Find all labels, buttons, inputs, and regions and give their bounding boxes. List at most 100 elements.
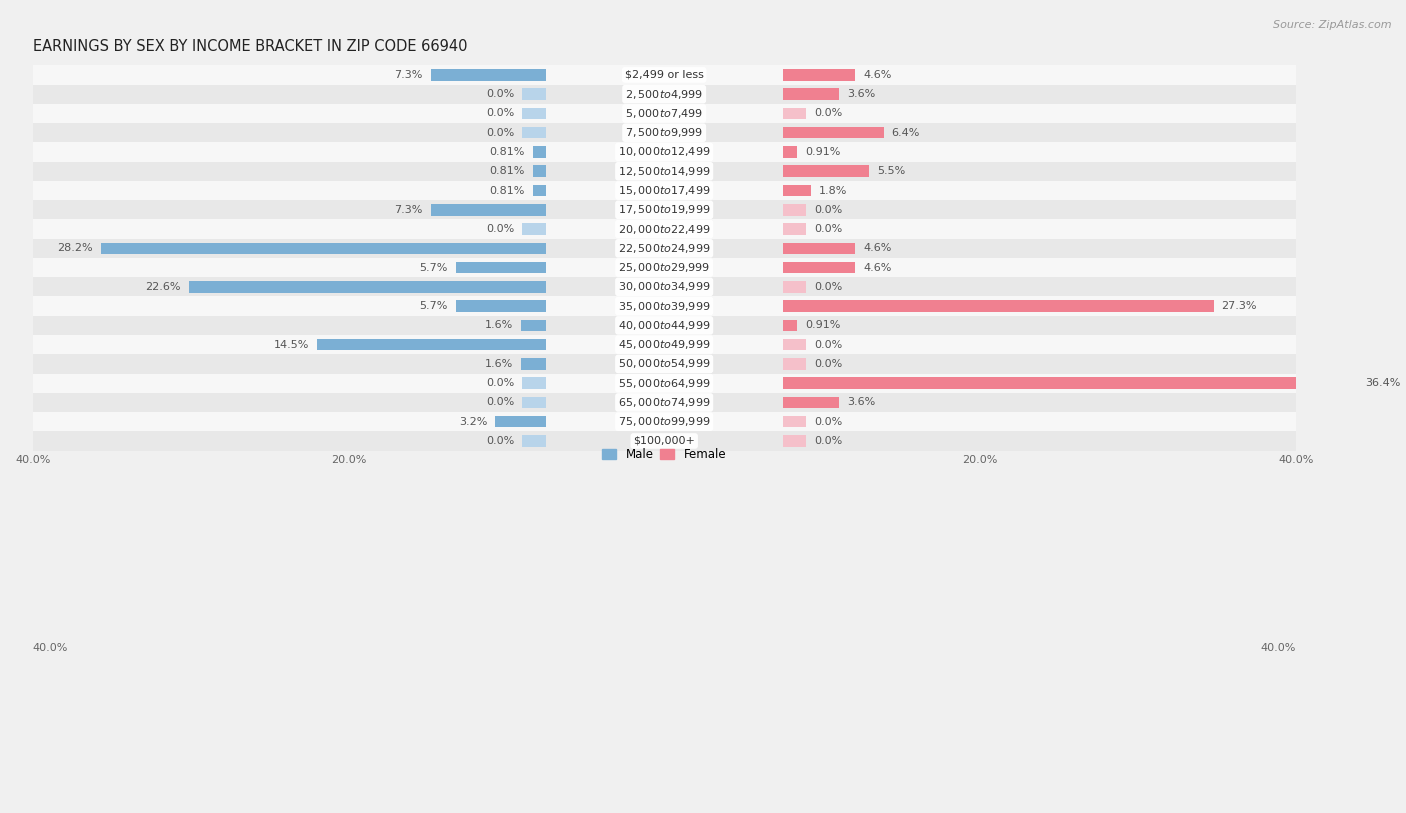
Text: 5.7%: 5.7%	[419, 301, 449, 311]
Bar	[430, 204, 546, 215]
Text: 0.81%: 0.81%	[489, 166, 524, 176]
Bar	[522, 435, 546, 447]
Text: 28.2%: 28.2%	[58, 243, 93, 254]
Bar	[32, 180, 1296, 200]
Text: 0.0%: 0.0%	[486, 89, 515, 99]
Text: $55,000 to $64,999: $55,000 to $64,999	[619, 376, 710, 389]
Text: $25,000 to $29,999: $25,000 to $29,999	[619, 261, 710, 274]
Text: $7,500 to $9,999: $7,500 to $9,999	[626, 126, 703, 139]
Text: $35,000 to $39,999: $35,000 to $39,999	[619, 300, 710, 313]
Bar	[783, 204, 806, 215]
Text: 40.0%: 40.0%	[32, 643, 67, 654]
Bar	[522, 107, 546, 120]
Bar	[32, 220, 1296, 239]
Text: 0.0%: 0.0%	[814, 340, 842, 350]
Bar	[32, 104, 1296, 123]
Text: 3.6%: 3.6%	[848, 398, 876, 407]
Text: 36.4%: 36.4%	[1365, 378, 1400, 388]
Bar	[783, 435, 806, 447]
Text: 0.0%: 0.0%	[486, 378, 515, 388]
Bar	[32, 373, 1296, 393]
Text: 0.0%: 0.0%	[814, 359, 842, 369]
Bar	[522, 397, 546, 408]
Bar	[783, 281, 806, 293]
Bar	[783, 146, 797, 158]
Bar	[783, 416, 806, 428]
Text: $30,000 to $34,999: $30,000 to $34,999	[619, 280, 710, 293]
Bar	[32, 123, 1296, 142]
Text: $40,000 to $44,999: $40,000 to $44,999	[619, 319, 710, 332]
Bar	[783, 262, 855, 273]
Bar	[533, 166, 546, 177]
Text: 1.8%: 1.8%	[818, 185, 848, 195]
Bar	[783, 185, 811, 196]
Bar	[783, 339, 806, 350]
Text: 27.3%: 27.3%	[1222, 301, 1257, 311]
Bar	[783, 224, 806, 235]
Text: EARNINGS BY SEX BY INCOME BRACKET IN ZIP CODE 66940: EARNINGS BY SEX BY INCOME BRACKET IN ZIP…	[32, 39, 467, 54]
Text: 5.7%: 5.7%	[419, 263, 449, 272]
Text: 0.81%: 0.81%	[489, 185, 524, 195]
Text: 0.0%: 0.0%	[814, 282, 842, 292]
Bar	[188, 281, 546, 293]
Bar	[783, 320, 797, 331]
Text: 0.91%: 0.91%	[804, 147, 841, 157]
Bar	[32, 85, 1296, 104]
Text: 0.0%: 0.0%	[814, 224, 842, 234]
Text: 0.81%: 0.81%	[489, 147, 524, 157]
Text: 0.0%: 0.0%	[486, 436, 515, 446]
Bar	[783, 127, 883, 138]
Text: 3.2%: 3.2%	[458, 417, 488, 427]
Text: 14.5%: 14.5%	[274, 340, 309, 350]
Bar	[783, 89, 839, 100]
Text: 0.0%: 0.0%	[486, 398, 515, 407]
Bar	[783, 107, 806, 120]
Text: $2,499 or less: $2,499 or less	[624, 70, 703, 80]
Text: 0.0%: 0.0%	[814, 205, 842, 215]
Text: $45,000 to $49,999: $45,000 to $49,999	[619, 338, 710, 351]
Text: 4.6%: 4.6%	[863, 70, 891, 80]
Bar	[783, 242, 855, 254]
Text: 40.0%: 40.0%	[1260, 643, 1296, 654]
Bar	[32, 297, 1296, 315]
Text: $12,500 to $14,999: $12,500 to $14,999	[619, 165, 710, 178]
Bar	[533, 146, 546, 158]
Bar	[32, 142, 1296, 162]
Text: Source: ZipAtlas.com: Source: ZipAtlas.com	[1274, 20, 1392, 30]
Bar	[522, 127, 546, 138]
Text: 0.91%: 0.91%	[804, 320, 841, 330]
Bar	[32, 200, 1296, 220]
Text: 0.0%: 0.0%	[486, 224, 515, 234]
Text: 22.6%: 22.6%	[146, 282, 181, 292]
Bar	[32, 65, 1296, 85]
Bar	[101, 242, 546, 254]
Bar	[783, 300, 1213, 312]
Bar	[533, 185, 546, 196]
Text: 1.6%: 1.6%	[485, 359, 513, 369]
Text: 4.6%: 4.6%	[863, 263, 891, 272]
Text: $5,000 to $7,499: $5,000 to $7,499	[626, 107, 703, 120]
Bar	[522, 224, 546, 235]
Bar	[32, 277, 1296, 297]
Text: 6.4%: 6.4%	[891, 128, 920, 137]
Text: 3.6%: 3.6%	[848, 89, 876, 99]
Bar	[316, 339, 546, 350]
Bar	[783, 377, 1357, 389]
Text: 0.0%: 0.0%	[814, 108, 842, 119]
Bar	[32, 354, 1296, 373]
Text: $100,000+: $100,000+	[633, 436, 695, 446]
Text: 7.3%: 7.3%	[394, 70, 423, 80]
Text: 4.6%: 4.6%	[863, 243, 891, 254]
Bar	[32, 239, 1296, 258]
Text: $15,000 to $17,499: $15,000 to $17,499	[619, 184, 710, 197]
Text: 0.0%: 0.0%	[814, 436, 842, 446]
Text: $2,500 to $4,999: $2,500 to $4,999	[626, 88, 703, 101]
Text: 0.0%: 0.0%	[486, 108, 515, 119]
Bar	[32, 315, 1296, 335]
Bar	[456, 300, 546, 312]
Bar	[32, 412, 1296, 432]
Bar	[522, 89, 546, 100]
Bar	[783, 69, 855, 80]
Text: 7.3%: 7.3%	[394, 205, 423, 215]
Bar	[783, 397, 839, 408]
